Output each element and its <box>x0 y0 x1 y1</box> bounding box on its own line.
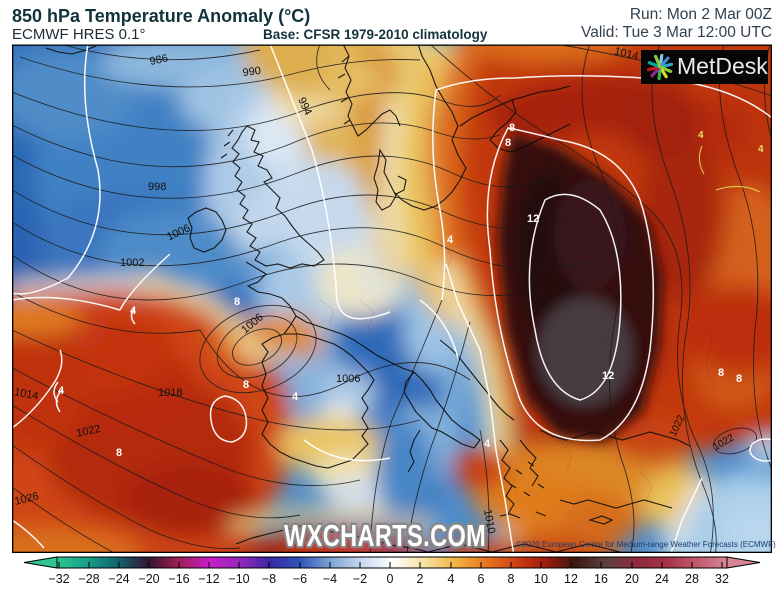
svg-text:MetDesk: MetDesk <box>677 53 768 79</box>
svg-text:4: 4 <box>58 385 65 397</box>
svg-text:8: 8 <box>718 367 724 379</box>
svg-text:1014: 1014 <box>13 386 39 402</box>
svg-text:1018: 1018 <box>158 387 182 399</box>
svg-text:1014: 1014 <box>613 45 640 63</box>
svg-text:8: 8 <box>509 122 515 134</box>
svg-text:1002: 1002 <box>120 257 144 269</box>
svg-text:8: 8 <box>116 447 122 459</box>
svg-text:12: 12 <box>527 213 539 225</box>
svg-text:990: 990 <box>242 65 262 79</box>
svg-text:998: 998 <box>148 181 166 193</box>
svg-text:8: 8 <box>505 137 511 149</box>
svg-text:1010: 1010 <box>481 508 497 534</box>
svg-text:4: 4 <box>758 144 764 155</box>
svg-text:8: 8 <box>736 373 742 385</box>
svg-text:4: 4 <box>698 130 704 141</box>
svg-text:4: 4 <box>484 438 491 450</box>
svg-text:1006: 1006 <box>336 373 360 385</box>
svg-text:986: 986 <box>149 52 169 68</box>
svg-text:12: 12 <box>602 370 614 382</box>
svg-text:8: 8 <box>243 379 249 391</box>
svg-text:1026: 1026 <box>13 490 40 508</box>
svg-text:4: 4 <box>447 234 454 246</box>
svg-text:4: 4 <box>292 391 299 403</box>
svg-text:1022: 1022 <box>75 423 101 440</box>
svg-text:8: 8 <box>234 296 240 308</box>
svg-text:4: 4 <box>130 305 137 317</box>
